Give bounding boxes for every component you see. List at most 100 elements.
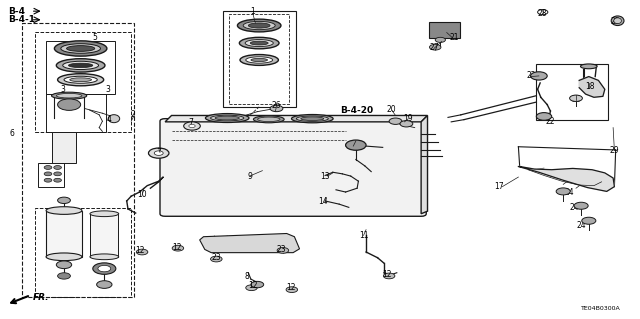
Ellipse shape bbox=[58, 74, 104, 86]
Polygon shape bbox=[518, 167, 614, 191]
Ellipse shape bbox=[108, 115, 120, 123]
Circle shape bbox=[54, 166, 61, 169]
Ellipse shape bbox=[246, 57, 273, 63]
Ellipse shape bbox=[258, 117, 280, 122]
Text: 30: 30 bbox=[571, 95, 581, 104]
Text: 10: 10 bbox=[137, 190, 147, 199]
Text: 22: 22 bbox=[546, 117, 555, 126]
Bar bbox=[223, 11, 296, 107]
Circle shape bbox=[136, 249, 148, 255]
Circle shape bbox=[435, 37, 445, 42]
Circle shape bbox=[383, 273, 395, 279]
Circle shape bbox=[531, 72, 547, 80]
Polygon shape bbox=[165, 115, 428, 122]
Ellipse shape bbox=[205, 114, 249, 122]
Polygon shape bbox=[200, 234, 300, 253]
Polygon shape bbox=[421, 115, 428, 214]
Ellipse shape bbox=[253, 116, 284, 123]
Circle shape bbox=[346, 140, 366, 150]
Bar bbox=[22, 23, 134, 297]
Ellipse shape bbox=[614, 18, 621, 24]
Bar bbox=[38, 163, 64, 187]
Text: 26: 26 bbox=[271, 101, 282, 110]
Text: B-4: B-4 bbox=[8, 7, 25, 16]
Circle shape bbox=[189, 124, 195, 128]
Bar bbox=[46, 211, 82, 257]
Circle shape bbox=[154, 151, 163, 155]
Text: 21: 21 bbox=[450, 33, 459, 42]
Circle shape bbox=[184, 122, 200, 130]
Text: 7: 7 bbox=[156, 148, 161, 157]
Bar bbox=[46, 94, 106, 132]
Circle shape bbox=[93, 263, 116, 274]
Circle shape bbox=[246, 285, 257, 291]
Ellipse shape bbox=[251, 58, 268, 62]
Text: 3: 3 bbox=[60, 85, 65, 94]
Circle shape bbox=[270, 105, 283, 112]
Ellipse shape bbox=[61, 44, 100, 53]
Text: 4: 4 bbox=[106, 115, 111, 124]
Ellipse shape bbox=[68, 63, 93, 68]
Polygon shape bbox=[579, 77, 605, 97]
Ellipse shape bbox=[90, 211, 119, 217]
Text: 23: 23 bbox=[211, 253, 221, 262]
Circle shape bbox=[172, 245, 184, 251]
Text: 27: 27 bbox=[429, 43, 439, 52]
Ellipse shape bbox=[240, 55, 278, 65]
Text: 12: 12 bbox=[172, 243, 181, 252]
Text: TE04B0300A: TE04B0300A bbox=[581, 306, 621, 311]
Circle shape bbox=[44, 166, 52, 169]
Ellipse shape bbox=[56, 59, 105, 72]
Ellipse shape bbox=[248, 23, 270, 28]
Circle shape bbox=[148, 148, 169, 158]
Ellipse shape bbox=[245, 40, 273, 47]
Text: FR.: FR. bbox=[33, 293, 50, 302]
Circle shape bbox=[574, 202, 588, 209]
Text: 24: 24 bbox=[570, 204, 580, 212]
Circle shape bbox=[582, 217, 596, 224]
Text: 9: 9 bbox=[247, 172, 252, 181]
Text: 12: 12 bbox=[135, 246, 144, 255]
Circle shape bbox=[98, 265, 111, 272]
Ellipse shape bbox=[250, 41, 268, 45]
Text: 13: 13 bbox=[320, 172, 330, 181]
Bar bbox=[46, 41, 115, 94]
Circle shape bbox=[58, 99, 81, 110]
Circle shape bbox=[54, 178, 61, 182]
Text: 15: 15 bbox=[348, 141, 358, 150]
Bar bbox=[90, 214, 118, 257]
Ellipse shape bbox=[243, 21, 275, 30]
Polygon shape bbox=[429, 22, 460, 38]
Circle shape bbox=[286, 287, 298, 293]
Ellipse shape bbox=[67, 46, 95, 51]
Text: 12: 12 bbox=[383, 270, 392, 279]
Text: 28: 28 bbox=[538, 9, 547, 18]
FancyBboxPatch shape bbox=[160, 119, 426, 216]
Ellipse shape bbox=[56, 93, 82, 98]
Ellipse shape bbox=[296, 116, 328, 122]
Text: 17: 17 bbox=[494, 182, 504, 191]
Ellipse shape bbox=[63, 61, 99, 70]
Ellipse shape bbox=[211, 115, 244, 121]
Circle shape bbox=[400, 121, 413, 127]
Circle shape bbox=[556, 188, 570, 195]
Circle shape bbox=[54, 172, 61, 176]
Bar bbox=[536, 64, 608, 120]
Text: 29: 29 bbox=[609, 146, 620, 155]
Bar bbox=[35, 32, 131, 132]
Text: B-4-1: B-4-1 bbox=[8, 15, 35, 24]
Text: 5: 5 bbox=[92, 33, 97, 42]
Circle shape bbox=[251, 281, 264, 288]
Circle shape bbox=[58, 197, 70, 204]
Circle shape bbox=[536, 113, 552, 120]
Text: B-4-20: B-4-20 bbox=[340, 106, 374, 115]
Bar bbox=[35, 208, 131, 297]
Text: 6: 6 bbox=[9, 130, 14, 138]
Circle shape bbox=[211, 256, 222, 262]
Text: 25: 25 bbox=[611, 17, 621, 26]
Text: 7: 7 bbox=[188, 118, 193, 127]
Text: 24: 24 bbox=[564, 188, 575, 197]
Text: 24: 24 bbox=[576, 221, 586, 230]
Text: 23: 23 bbox=[276, 245, 287, 254]
Circle shape bbox=[389, 118, 402, 124]
